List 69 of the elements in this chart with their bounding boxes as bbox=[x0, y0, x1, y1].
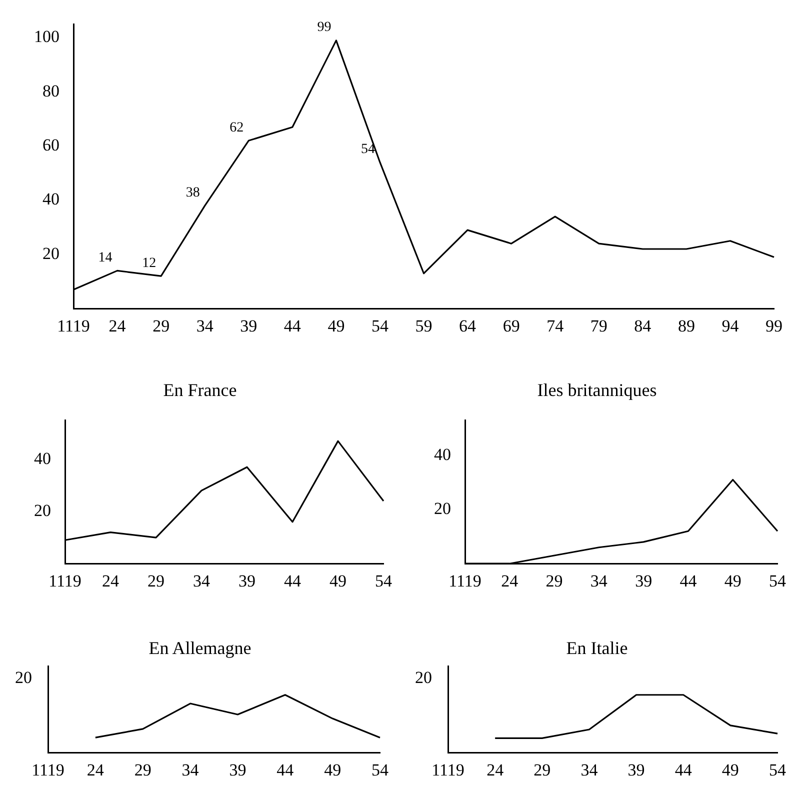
text: 20 bbox=[15, 668, 32, 687]
x-tick-label: 44 bbox=[284, 316, 302, 336]
x-tick-label: 1119 bbox=[448, 571, 482, 590]
y-tick-label: 80 bbox=[42, 81, 60, 100]
x-tick-label: 39 bbox=[635, 571, 652, 590]
x-tick-label: 49 bbox=[722, 760, 739, 780]
x-tick-label: 34 bbox=[193, 571, 210, 590]
x-tick-label: 29 bbox=[546, 571, 563, 590]
text: 20 bbox=[415, 668, 432, 687]
x-tick-label: 74 bbox=[546, 316, 564, 336]
x-tick-label: 24 bbox=[86, 760, 104, 780]
y-tick-label: 40 bbox=[34, 448, 51, 468]
x-tick-label: 54 bbox=[769, 571, 786, 590]
x-tick-label: 24 bbox=[108, 316, 126, 336]
x-tick-label: 89 bbox=[678, 316, 695, 336]
x-tick-label: 79 bbox=[590, 316, 608, 336]
x-tick-label: 49 bbox=[328, 316, 345, 336]
x-tick-label: 69 bbox=[502, 316, 520, 336]
data-label: 14 bbox=[98, 250, 112, 266]
x-tick-label: 44 bbox=[674, 760, 692, 780]
data-label: 38 bbox=[186, 185, 200, 200]
x-tick-label: 24 bbox=[501, 571, 519, 590]
x-tick-label: 49 bbox=[724, 571, 742, 590]
x-tick-label: 54 bbox=[372, 760, 389, 780]
x-tick-label: 1119 bbox=[432, 760, 464, 780]
x-tick-label: 39 bbox=[628, 760, 645, 780]
x-tick-label: 1119 bbox=[48, 571, 82, 590]
x-tick-label: 54 bbox=[769, 760, 786, 780]
x-tick-label: 24 bbox=[486, 760, 504, 780]
data-label: 62 bbox=[230, 120, 244, 136]
x-tick-label: 34 bbox=[182, 760, 200, 780]
data-label: 54 bbox=[360, 142, 375, 158]
x-tick-label: 84 bbox=[634, 316, 652, 336]
x-tick-label: 44 bbox=[284, 571, 302, 590]
x-tick-label: 49 bbox=[330, 571, 346, 590]
x-tick-label: 29 bbox=[534, 760, 551, 780]
x-tick-label: 94 bbox=[722, 316, 740, 336]
y-tick-label: 60 bbox=[42, 136, 60, 155]
x-tick-label: 44 bbox=[276, 760, 294, 780]
data-label: 99 bbox=[317, 20, 332, 36]
data-label: 12 bbox=[142, 256, 156, 271]
x-tick-label: 1119 bbox=[57, 316, 90, 336]
x-tick-label: 39 bbox=[240, 316, 258, 336]
x-tick-label: 44 bbox=[680, 571, 698, 590]
x-tick-label: 29 bbox=[134, 760, 152, 780]
x-tick-label: 29 bbox=[152, 316, 170, 336]
y-tick-label: 20 bbox=[42, 244, 60, 263]
x-tick-label: 29 bbox=[148, 571, 164, 590]
x-tick-label: 64 bbox=[459, 316, 477, 336]
x-tick-label: 34 bbox=[196, 316, 214, 336]
x-tick-label: 39 bbox=[238, 571, 256, 590]
x-tick-label: 1119 bbox=[32, 760, 64, 780]
chart-title: En Italie bbox=[565, 638, 629, 659]
y-tick-label: 40 bbox=[42, 190, 60, 209]
y-tick-label: 100 bbox=[34, 27, 60, 46]
x-tick-label: 54 bbox=[375, 571, 392, 590]
x-tick-label: 24 bbox=[102, 571, 120, 590]
x-tick-label: 54 bbox=[371, 316, 389, 336]
chart-title: Iles britanniques bbox=[536, 380, 658, 401]
y-tick-label: 20 bbox=[34, 500, 51, 520]
x-tick-label: 39 bbox=[229, 760, 246, 780]
y-tick-label: 40 bbox=[434, 444, 451, 464]
chart-title: En Allemagne bbox=[148, 638, 252, 659]
x-tick-label: 34 bbox=[590, 571, 608, 590]
chart-title: En France bbox=[162, 380, 238, 401]
x-tick-label: 49 bbox=[324, 760, 342, 780]
x-tick-label: 99 bbox=[766, 316, 782, 336]
x-tick-label: 34 bbox=[580, 760, 598, 780]
x-tick-label: 59 bbox=[415, 316, 432, 336]
